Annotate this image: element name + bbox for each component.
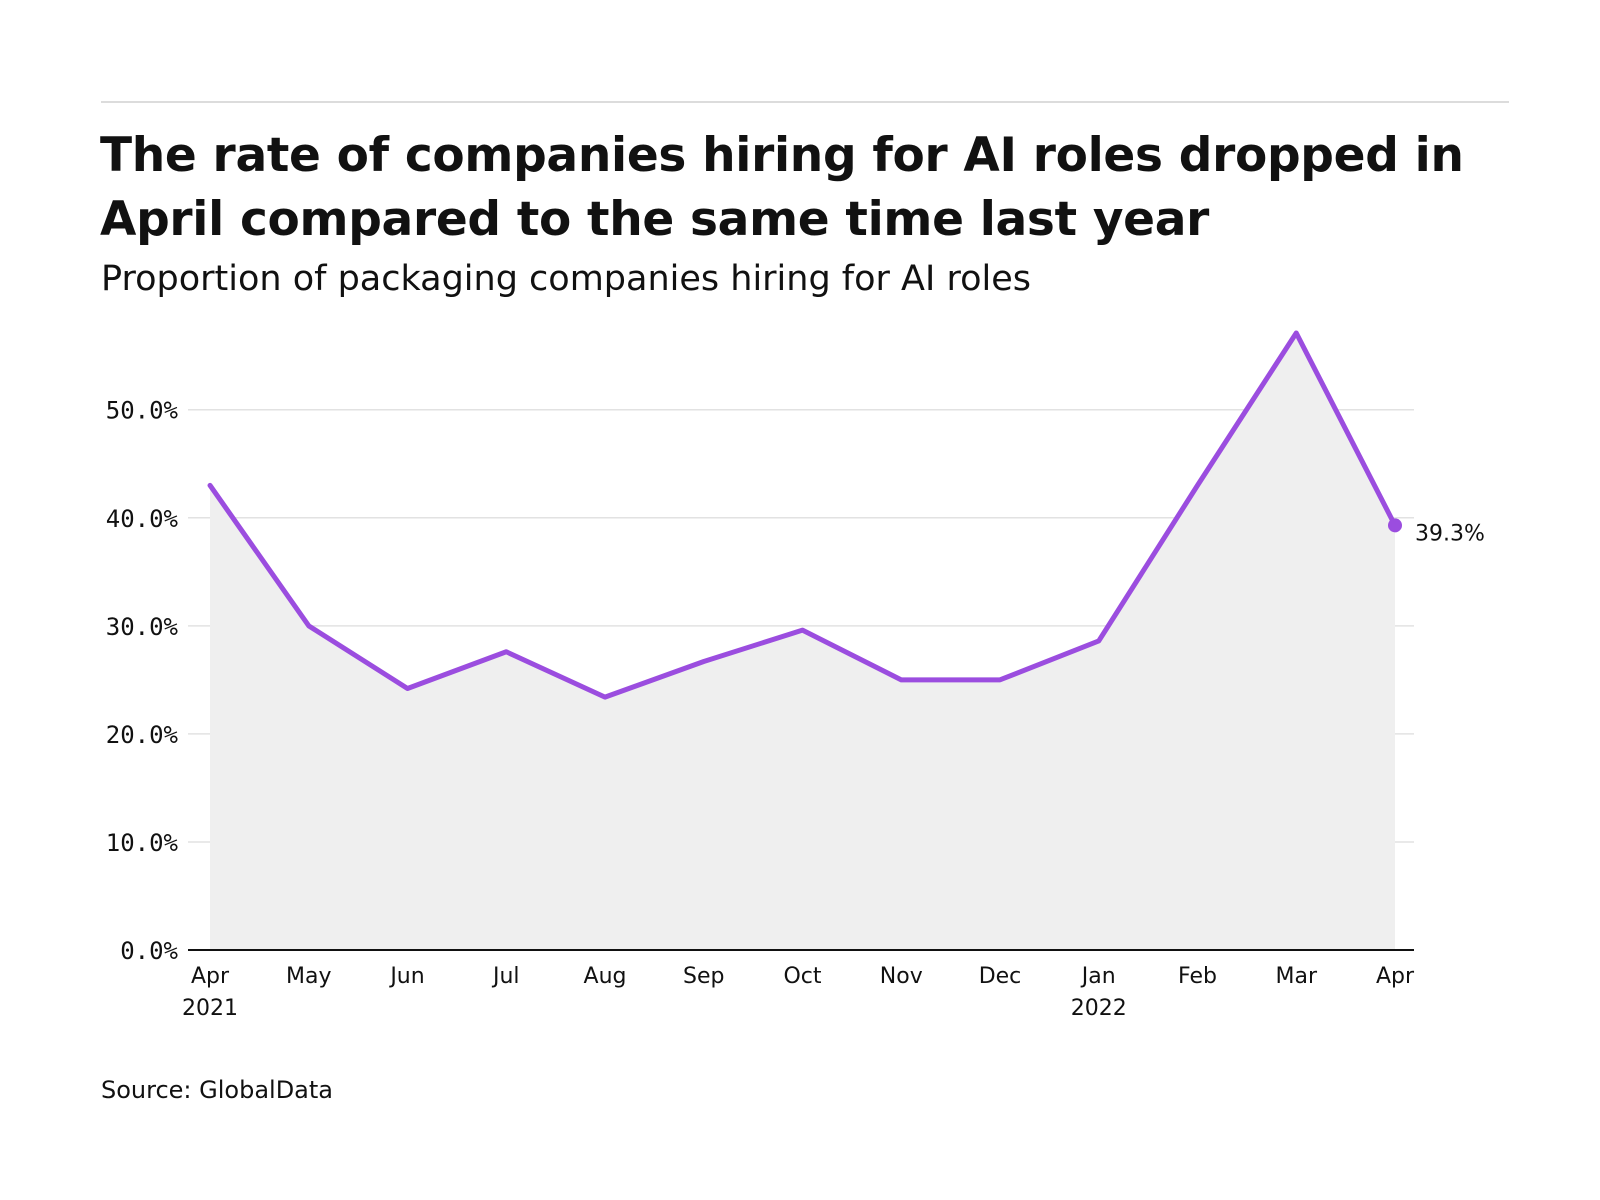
x-tick-year: 2022 xyxy=(1071,996,1127,1021)
last-point-marker xyxy=(1388,518,1402,533)
chart-subtitle: Proportion of packaging companies hiring… xyxy=(101,259,1031,299)
x-tick-label: May xyxy=(286,964,331,989)
x-tick-label: Mar xyxy=(1275,964,1317,989)
x-tick-label: Apr 2021 xyxy=(182,964,238,1021)
x-tick-month: Jun xyxy=(388,964,424,989)
y-tick-label: 30.0% xyxy=(106,613,179,641)
x-tick-month: Jul xyxy=(491,964,520,989)
x-axis-labels: Apr 2021 May Jun Jul Aug Sep Oct Nov Dec Jan 2022 Fe… xyxy=(182,964,1415,1021)
x-tick-month: Aug xyxy=(584,964,627,989)
x-tick-label: Jun xyxy=(388,964,424,989)
x-tick-month: Sep xyxy=(683,964,724,989)
x-tick-month: Apr xyxy=(1376,964,1415,989)
y-tick-label: 10.0% xyxy=(106,829,179,857)
x-tick-month: Mar xyxy=(1275,964,1317,989)
x-tick-month: May xyxy=(286,964,331,989)
x-tick-label: Dec xyxy=(979,964,1022,989)
x-tick-label: Oct xyxy=(783,964,821,989)
chart-title: The rate of companies hiring for AI role… xyxy=(100,128,1464,247)
x-tick-label: Apr xyxy=(1376,964,1415,989)
x-tick-label: Feb xyxy=(1178,964,1217,989)
top-divider xyxy=(101,101,1509,103)
x-tick-month: Apr xyxy=(191,964,230,989)
source-note: Source: GlobalData xyxy=(101,1076,334,1104)
x-tick-label: Nov xyxy=(880,964,923,989)
y-tick-label: 0.0% xyxy=(120,937,178,965)
x-tick-label: Sep xyxy=(683,964,724,989)
x-tick-label: Aug xyxy=(584,964,627,989)
x-tick-label: Jul xyxy=(491,964,520,989)
y-tick-label: 40.0% xyxy=(106,505,179,533)
last-value-label: 39.3% xyxy=(1415,521,1485,546)
y-tick-label: 50.0% xyxy=(106,397,179,425)
x-tick-label: Jan 2022 xyxy=(1071,964,1127,1021)
x-tick-month: Jan xyxy=(1080,964,1116,989)
x-tick-month: Dec xyxy=(979,964,1022,989)
area-fill-group xyxy=(210,333,1395,950)
x-tick-month: Feb xyxy=(1178,964,1217,989)
series-line xyxy=(207,330,1398,700)
x-tick-month: Oct xyxy=(783,964,821,989)
area-fill xyxy=(210,333,1395,950)
x-tick-year: 2021 xyxy=(182,996,238,1021)
x-tick-month: Nov xyxy=(880,964,923,989)
y-axis-labels: 0.0% 10.0% 20.0% 30.0% 40.0% 50.0% xyxy=(106,397,179,965)
series-line-group: 39.3% xyxy=(207,330,1485,700)
y-tick-label: 20.0% xyxy=(106,721,179,749)
